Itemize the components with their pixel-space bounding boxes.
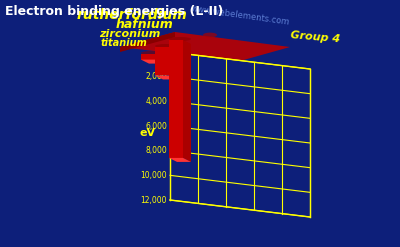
Text: 12,000: 12,000 [140,195,167,205]
Text: 4,000: 4,000 [145,97,167,106]
Ellipse shape [141,51,163,55]
Text: 0: 0 [162,47,167,57]
Polygon shape [141,54,155,60]
Text: 8,000: 8,000 [145,146,167,155]
Polygon shape [120,32,290,61]
Polygon shape [169,47,177,80]
Ellipse shape [203,33,217,37]
Polygon shape [155,47,169,75]
Ellipse shape [155,44,177,48]
Text: zirconium: zirconium [99,29,160,39]
Polygon shape [169,40,183,158]
Polygon shape [183,40,191,162]
Text: 10,000: 10,000 [140,171,167,180]
Text: 2,000: 2,000 [145,72,167,81]
Text: 6,000: 6,000 [145,122,167,130]
Text: Electron binding energies (L-II): Electron binding energies (L-II) [5,5,223,18]
Ellipse shape [169,37,191,41]
Text: titanium: titanium [100,38,147,48]
Text: www.webelements.com: www.webelements.com [190,4,290,26]
Polygon shape [141,60,163,63]
Polygon shape [120,32,175,52]
Text: hafnium: hafnium [115,19,173,32]
Polygon shape [169,158,191,162]
Polygon shape [155,54,163,63]
Text: rutherfordium: rutherfordium [76,8,187,22]
Text: Group 4: Group 4 [290,30,340,44]
Polygon shape [155,75,177,80]
Text: eV: eV [140,128,156,138]
